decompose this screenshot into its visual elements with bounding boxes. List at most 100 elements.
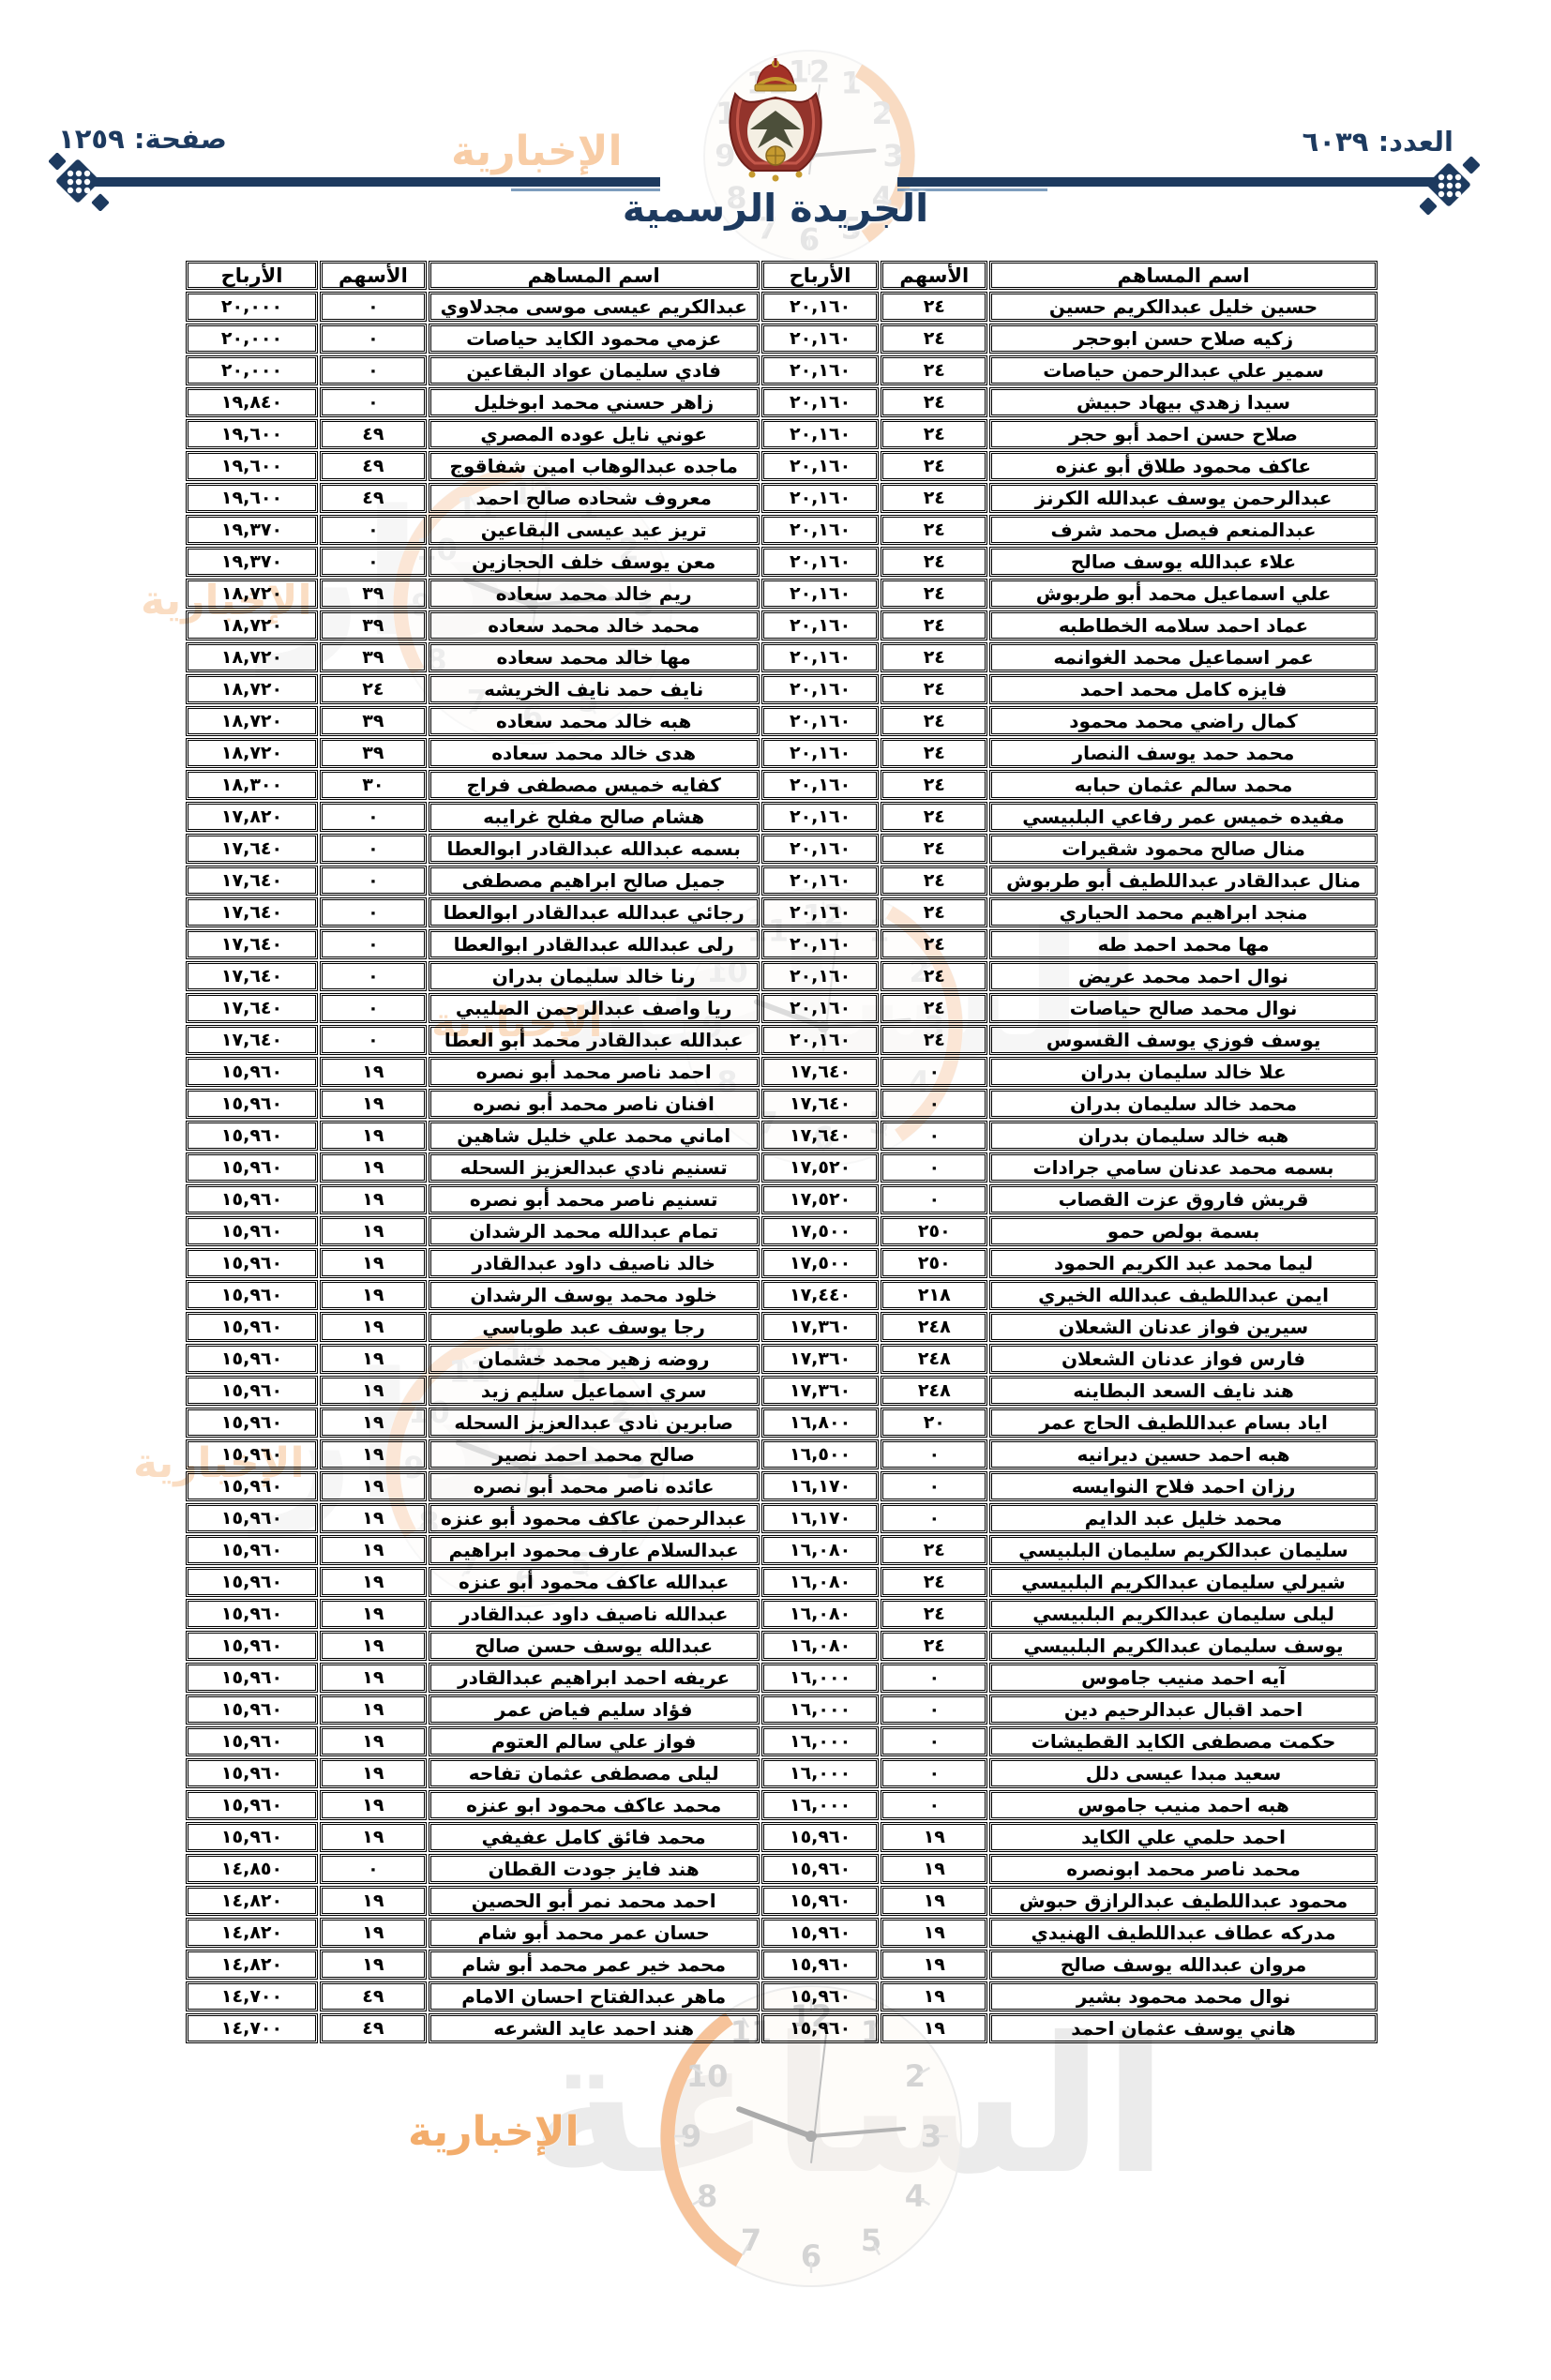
table-row: مها محمد احمد طه ٢٤ ٢٠,١٦٠ رلى عبدالله ع…	[186, 929, 1378, 959]
shareholder-name-cell: صلاح حسن احمد أبو حجر	[989, 419, 1378, 449]
shares-cell: ٢٤	[881, 642, 988, 672]
profits-cell: ١٧,٣٦٠	[760, 1344, 880, 1374]
shares-cell: ٠	[881, 1152, 988, 1182]
profits-cell: ١٩,٨٤٠	[186, 387, 319, 417]
shares-cell: ١٩	[320, 1184, 427, 1214]
shares-cell: ٢٤	[881, 866, 988, 896]
shares-cell: ٢٤	[881, 419, 988, 449]
shareholder-name-cell: ليلى سليمان عبدالكريم البلبيسي	[989, 1599, 1378, 1629]
shares-cell: ١٩	[320, 1503, 427, 1533]
table-row: مدركه عطاف عبداللطيف الهنيدي ١٩ ١٥,٩٦٠ ح…	[186, 1918, 1378, 1948]
table-row: فايزه كامل محمد احمد ٢٤ ٢٠,١٦٠ نايف حمد …	[186, 674, 1378, 704]
shareholder-name-cell: محمود عبداللطيف عبدالرازق حبوش	[989, 1886, 1378, 1916]
shares-cell: ٢٤	[881, 1631, 988, 1661]
shareholder-name-cell: رلى عبدالله عبدالقادر ابوالعطا	[428, 929, 760, 959]
table-row: هبه خالد سليمان بدران ٠ ١٧,٦٤٠ اماني محم…	[186, 1121, 1378, 1151]
profits-cell: ١٦,٠٠٠	[760, 1695, 880, 1725]
shares-cell: ٣٠	[320, 770, 427, 800]
shareholder-name-cell: عبدالله عاكف محمود أبو عنزه	[428, 1567, 760, 1597]
shares-cell: ٢٤	[881, 515, 988, 545]
shares-cell: ٠	[881, 1503, 988, 1533]
profits-cell: ١٦,٠٨٠	[760, 1599, 880, 1629]
profits-cell: ١٥,٩٦٠	[760, 1918, 880, 1948]
profits-cell: ٢٠,١٦٠	[760, 292, 880, 322]
shareholder-name-cell: عبدالله عبدالقادر محمد أبو العطا	[428, 1025, 760, 1055]
profits-cell: ١٧,٥٠٠	[760, 1248, 880, 1278]
shareholder-name-cell: اماني محمد علي خليل شاهين	[428, 1121, 760, 1151]
table-row: رزان احمد فلاح النوايسه ٠ ١٦,١٧٠ عائده ن…	[186, 1471, 1378, 1501]
profits-cell: ١٧,٦٤٠	[186, 929, 319, 959]
shareholder-name-cell: حكمت مصطفى الكايد القطيشات	[989, 1726, 1378, 1756]
table-row: علي اسماعيل محمد أبو طربوش ٢٤ ٢٠,١٦٠ ريم…	[186, 579, 1378, 609]
table-row: هبه احمد حسين ديرانيه ٠ ١٦,٥٠٠ صالح محمد…	[186, 1439, 1378, 1469]
profits-cell: ١٥,٩٦٠	[760, 1981, 880, 2011]
svg-text:3: 3	[921, 2118, 941, 2154]
profits-cell: ١٧,٦٤٠	[186, 834, 319, 864]
profits-cell: ١٧,٨٢٠	[186, 802, 319, 832]
watermark-brand-subtitle: الإخبارية	[451, 128, 623, 175]
shares-cell: ٠	[320, 387, 427, 417]
profits-cell: ١٥,٩٦٠	[186, 1695, 319, 1725]
profits-cell: ١٨,٧٢٠	[186, 706, 319, 736]
profits-cell: ١٧,٥٢٠	[760, 1152, 880, 1182]
shares-cell: ٣٩	[320, 610, 427, 640]
shareholder-name-cell: روضه زهير محمد خشمان	[428, 1344, 760, 1374]
profits-cell: ١٦,٥٠٠	[760, 1439, 880, 1469]
shares-cell: ٢٤	[881, 674, 988, 704]
shareholder-name-cell: تسنيم نادي عبدالعزيز السحله	[428, 1152, 760, 1182]
shareholder-name-cell: محمد سالم عثمان حبابه	[989, 770, 1378, 800]
profits-cell: ١٩,٣٧٠	[186, 547, 319, 577]
profits-cell: ١٦,٠٠٠	[760, 1726, 880, 1756]
shares-cell: ٠	[320, 897, 427, 927]
shares-cell: ٠	[881, 1089, 988, 1119]
shareholder-name-cell: منال عبدالقادر عبداللطيف أبو طربوش	[989, 866, 1378, 896]
shareholder-name-cell: فايزه كامل محمد احمد	[989, 674, 1378, 704]
shares-cell: ١٩	[320, 1439, 427, 1469]
profits-cell: ١٥,٩٦٠	[186, 1535, 319, 1565]
shareholder-name-cell: افنان ناصر محمد أبو نصره	[428, 1089, 760, 1119]
jordan-coat-of-arms-icon	[729, 58, 822, 182]
table-row: محمد حمد يوسف النصار ٢٤ ٢٠,١٦٠ هدى خالد …	[186, 738, 1378, 768]
shares-cell: ٠	[320, 515, 427, 545]
shareholder-name-cell: عمر اسماعيل محمد الغوانمه	[989, 642, 1378, 672]
shares-cell: ١٩	[320, 1121, 427, 1151]
shareholder-name-cell: رجائي عبدالله عبدالقادر ابوالعطا	[428, 897, 760, 927]
table-row: صلاح حسن احمد أبو حجر ٢٤ ٢٠,١٦٠ عوني ناي…	[186, 419, 1378, 449]
profits-cell: ١٥,٩٦٠	[186, 1216, 319, 1246]
shareholder-name-cell: آيه احمد منيب جاموس	[989, 1663, 1378, 1693]
shareholder-name-cell: عماد احمد سلامه الخطاطبه	[989, 610, 1378, 640]
svg-text:9: 9	[681, 2118, 701, 2154]
profits-cell: ١٧,٥٠٠	[760, 1216, 880, 1246]
shareholder-name-cell: حسان عمر محمد أبو شام	[428, 1918, 760, 1948]
profits-cell: ١٨,٧٢٠	[186, 738, 319, 768]
header-shares-left: الأسهم	[320, 261, 427, 290]
shares-cell: ١٩	[320, 1216, 427, 1246]
profits-cell: ٢٠,١٦٠	[760, 770, 880, 800]
shares-cell: ٢٤	[881, 897, 988, 927]
shares-cell: ٢٤	[881, 579, 988, 609]
table-row: شيرلي سليمان عبدالكريم البلبيسي ٢٤ ١٦,٠٨…	[186, 1567, 1378, 1597]
shares-cell: ٤٩	[320, 451, 427, 481]
table-row: مروان عبدالله يوسف صالح ١٩ ١٥,٩٦٠ محمد خ…	[186, 1950, 1378, 1980]
shares-cell: ٤٩	[320, 419, 427, 449]
shares-cell: ١٩	[320, 1152, 427, 1182]
shares-cell: ٢٤	[881, 738, 988, 768]
shareholder-name-cell: ليما محمد عبد الكريم الحمود	[989, 1248, 1378, 1278]
profits-cell: ١٤,٧٠٠	[186, 2013, 319, 2043]
shares-cell: ٠	[320, 355, 427, 385]
table-row: هبه احمد منيب جاموس ٠ ١٦,٠٠٠ محمد عاكف م…	[186, 1790, 1378, 1820]
table-row: عاكف محمود طلاق أبو عنزه ٢٤ ٢٠,١٦٠ ماجده…	[186, 451, 1378, 481]
table-row: بسمة بولص حمو ٢٥٠ ١٧,٥٠٠ تمام عبدالله مح…	[186, 1216, 1378, 1246]
shares-cell: ٢٤	[881, 1025, 988, 1055]
table-row: محمد خليل عبد الدايم ٠ ١٦,١٧٠ عبدالرحمن …	[186, 1503, 1378, 1533]
shareholder-name-cell: سمير علي عبدالرحمن حياصات	[989, 355, 1378, 385]
shareholder-name-cell: شيرلي سليمان عبدالكريم البلبيسي	[989, 1567, 1378, 1597]
profits-cell: ٢٠,١٦٠	[760, 579, 880, 609]
profits-cell: ٢٠,٠٠٠	[186, 292, 319, 322]
shares-cell: ١٩	[320, 1057, 427, 1087]
shares-cell: ٢٤	[881, 547, 988, 577]
profits-cell: ١٥,٩٦٠	[760, 2013, 880, 2043]
profits-cell: ١٥,٩٦٠	[186, 1790, 319, 1820]
shares-cell: ٢٤	[881, 993, 988, 1023]
shares-cell: ٢٤	[881, 324, 988, 354]
